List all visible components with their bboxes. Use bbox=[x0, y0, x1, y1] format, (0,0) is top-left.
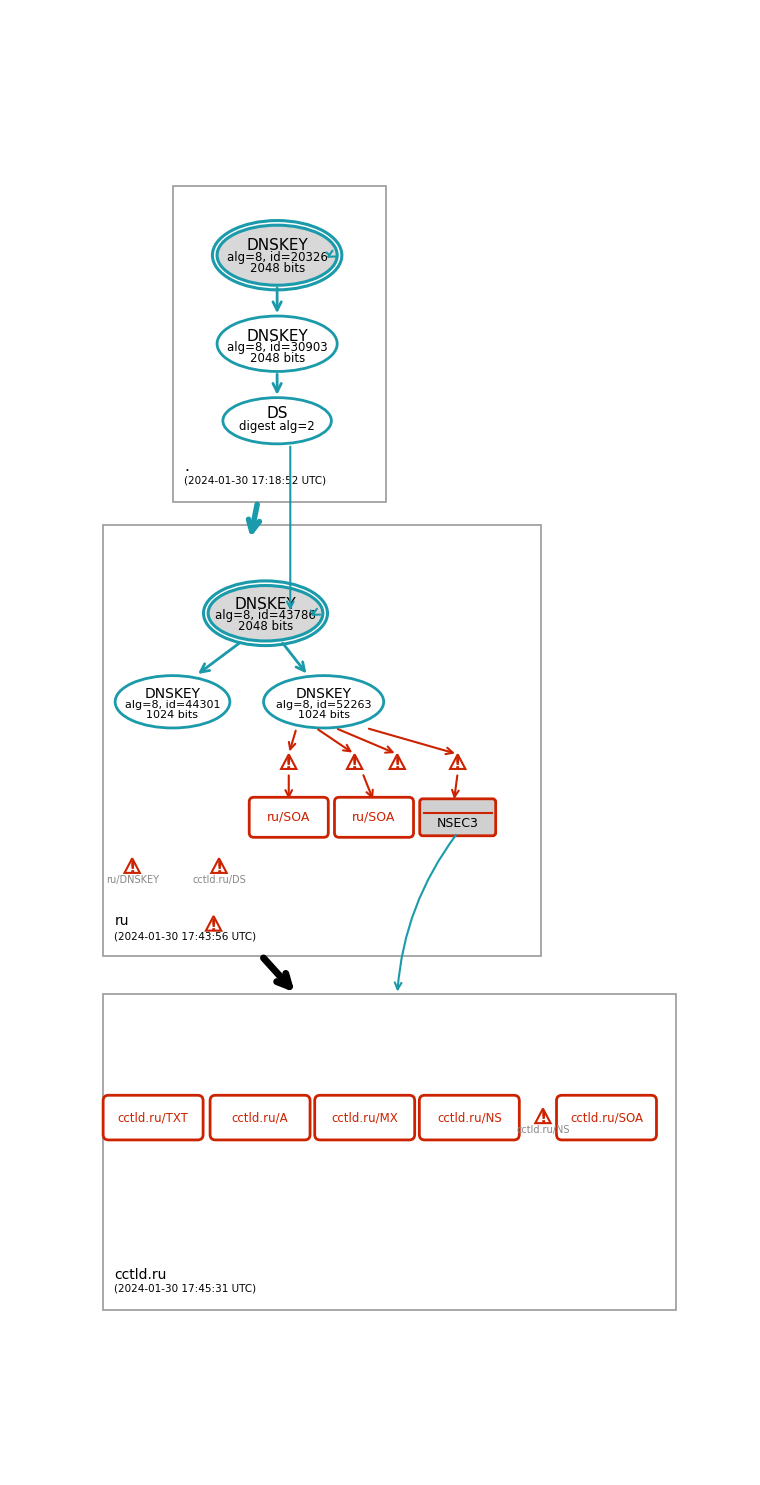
Text: cctld.ru: cctld.ru bbox=[114, 1268, 166, 1283]
Text: DNSKEY: DNSKEY bbox=[144, 688, 201, 701]
Text: cctld.ru/SOA: cctld.ru/SOA bbox=[570, 1111, 643, 1124]
Text: .: . bbox=[184, 459, 189, 474]
Text: cctld.ru/TXT: cctld.ru/TXT bbox=[118, 1111, 188, 1124]
Text: ru: ru bbox=[114, 915, 129, 928]
Text: ru/DNSKEY: ru/DNSKEY bbox=[106, 875, 159, 885]
FancyBboxPatch shape bbox=[315, 1096, 415, 1140]
Text: cctld.ru/A: cctld.ru/A bbox=[232, 1111, 288, 1124]
Polygon shape bbox=[281, 754, 296, 769]
Text: !: ! bbox=[128, 861, 136, 876]
Text: cctld.ru/NS: cctld.ru/NS bbox=[516, 1126, 570, 1135]
Ellipse shape bbox=[223, 398, 331, 444]
Text: !: ! bbox=[285, 757, 293, 772]
FancyBboxPatch shape bbox=[556, 1096, 657, 1140]
Text: DNSKEY: DNSKEY bbox=[296, 688, 352, 701]
FancyBboxPatch shape bbox=[173, 186, 385, 502]
Polygon shape bbox=[206, 916, 221, 931]
Text: alg=8, id=43786: alg=8, id=43786 bbox=[215, 609, 316, 622]
Text: !: ! bbox=[210, 919, 217, 934]
Text: alg=8, id=20326: alg=8, id=20326 bbox=[226, 251, 328, 264]
FancyBboxPatch shape bbox=[334, 797, 413, 838]
Text: alg=8, id=44301: alg=8, id=44301 bbox=[125, 699, 220, 710]
Text: (2024-01-30 17:45:31 UTC): (2024-01-30 17:45:31 UTC) bbox=[114, 1283, 256, 1293]
Ellipse shape bbox=[116, 676, 230, 728]
Polygon shape bbox=[211, 858, 226, 873]
Text: !: ! bbox=[454, 757, 461, 772]
Ellipse shape bbox=[264, 676, 384, 728]
Ellipse shape bbox=[217, 226, 337, 285]
Text: DNSKEY: DNSKEY bbox=[235, 597, 296, 612]
Text: 2048 bits: 2048 bits bbox=[249, 261, 305, 275]
Text: cctld.ru/MX: cctld.ru/MX bbox=[331, 1111, 398, 1124]
FancyBboxPatch shape bbox=[103, 1096, 203, 1140]
Text: !: ! bbox=[394, 757, 401, 772]
Text: (2024-01-30 17:18:52 UTC): (2024-01-30 17:18:52 UTC) bbox=[184, 475, 326, 486]
Text: (2024-01-30 17:43:56 UTC): (2024-01-30 17:43:56 UTC) bbox=[114, 931, 256, 941]
Text: DNSKEY: DNSKEY bbox=[246, 239, 308, 254]
Polygon shape bbox=[535, 1109, 551, 1123]
Text: !: ! bbox=[215, 861, 223, 876]
Text: DS: DS bbox=[266, 405, 288, 420]
Text: 2048 bits: 2048 bits bbox=[249, 352, 305, 365]
Text: digest alg=2: digest alg=2 bbox=[239, 420, 315, 432]
FancyBboxPatch shape bbox=[210, 1096, 310, 1140]
Text: 2048 bits: 2048 bits bbox=[238, 619, 293, 633]
Polygon shape bbox=[125, 858, 140, 873]
Text: DNSKEY: DNSKEY bbox=[246, 328, 308, 343]
Text: ru/SOA: ru/SOA bbox=[353, 811, 396, 824]
Ellipse shape bbox=[217, 316, 337, 371]
Text: alg=8, id=30903: alg=8, id=30903 bbox=[226, 342, 328, 353]
Text: cctld.ru/DS: cctld.ru/DS bbox=[192, 875, 246, 885]
FancyBboxPatch shape bbox=[420, 799, 496, 836]
Text: cctld.ru/NS: cctld.ru/NS bbox=[437, 1111, 502, 1124]
FancyBboxPatch shape bbox=[103, 995, 676, 1310]
Text: !: ! bbox=[351, 757, 358, 772]
Text: ru/SOA: ru/SOA bbox=[267, 811, 310, 824]
Polygon shape bbox=[450, 754, 465, 769]
FancyBboxPatch shape bbox=[249, 797, 328, 838]
Polygon shape bbox=[390, 754, 405, 769]
Ellipse shape bbox=[208, 585, 323, 642]
Text: 1024 bits: 1024 bits bbox=[147, 710, 198, 720]
Text: NSEC3: NSEC3 bbox=[437, 817, 479, 830]
FancyBboxPatch shape bbox=[420, 1096, 519, 1140]
Text: alg=8, id=52263: alg=8, id=52263 bbox=[276, 699, 372, 710]
Text: !: ! bbox=[540, 1111, 546, 1127]
Polygon shape bbox=[347, 754, 363, 769]
FancyBboxPatch shape bbox=[103, 524, 540, 956]
Text: 1024 bits: 1024 bits bbox=[298, 710, 350, 720]
